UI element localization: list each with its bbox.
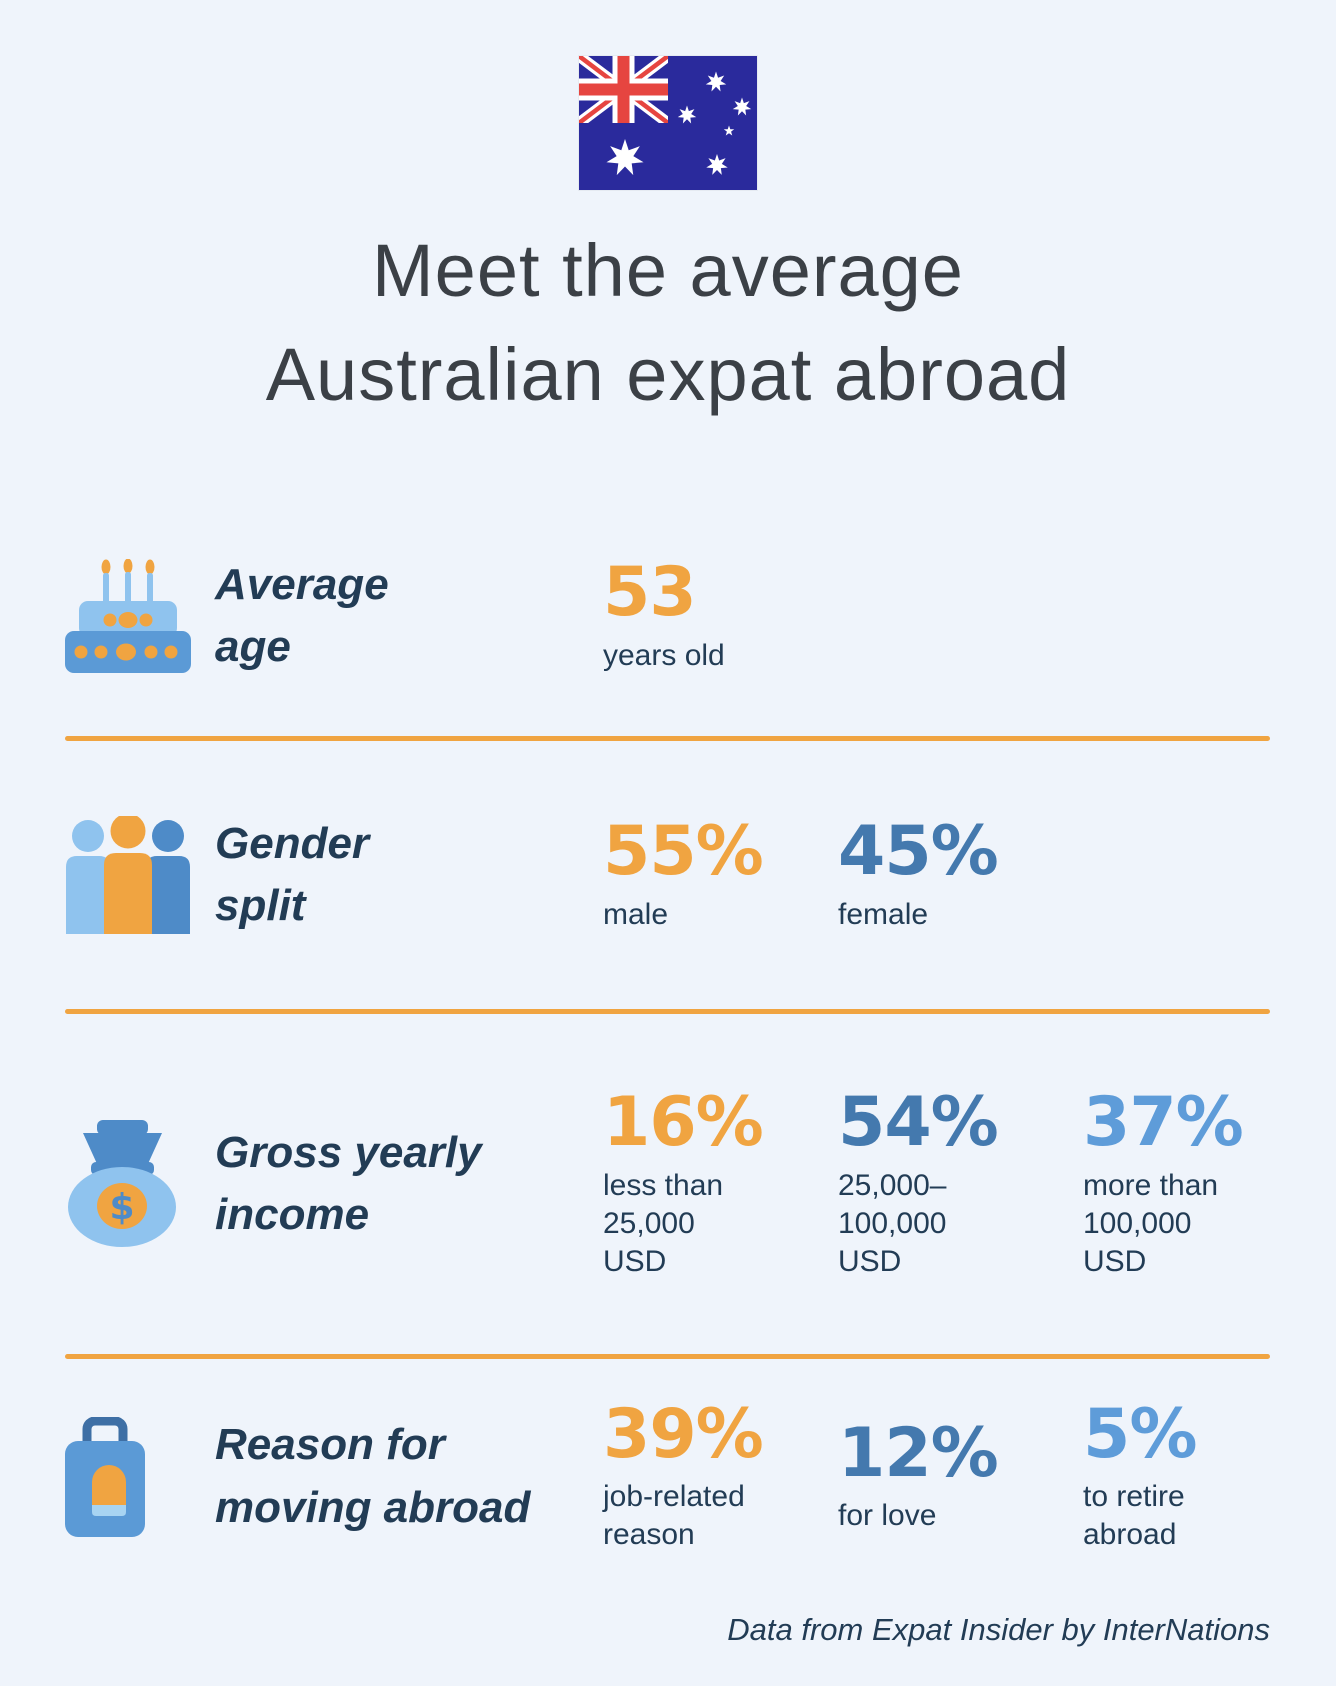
row-label-average-age: Average age bbox=[215, 559, 389, 672]
stat-caption: male bbox=[603, 897, 669, 931]
data-source-credit: Data from Expat Insider by InterNations bbox=[727, 1612, 1270, 1648]
stat-income-high: 37% more than 100,000 USD bbox=[1083, 1087, 1270, 1281]
stat-caption: years old bbox=[603, 638, 725, 672]
section-divider bbox=[65, 1354, 1270, 1360]
stat-value: 45% bbox=[838, 812, 999, 892]
stat-caption: more than 100,000 USD bbox=[1083, 1168, 1219, 1278]
stat-value: 5% bbox=[1083, 1394, 1197, 1474]
svg-text:$: $ bbox=[109, 1187, 134, 1228]
stat-retire: 5% to retire abroad bbox=[1083, 1394, 1270, 1555]
row-gender-split: Gender split 55% male 45% female bbox=[0, 741, 1336, 1009]
stat-value: 54% bbox=[838, 1083, 999, 1163]
stat-average-age: 53 years old bbox=[603, 557, 838, 674]
stat-value: 39% bbox=[603, 1394, 764, 1474]
stat-for-love: 12% for love bbox=[838, 1418, 1083, 1535]
birthday-cake-icon bbox=[65, 558, 215, 674]
australia-flag-icon bbox=[579, 56, 757, 190]
stat-caption: job-related reason bbox=[603, 1480, 745, 1552]
gender-people-icon bbox=[65, 813, 215, 935]
stat-value: 55% bbox=[603, 812, 764, 892]
stat-value: 16% bbox=[603, 1083, 764, 1163]
row-label-gross-yearly-income: Gross yearly income bbox=[215, 1127, 482, 1240]
stat-job-related: 39% job-related reason bbox=[603, 1394, 838, 1555]
stat-caption: for love bbox=[838, 1499, 937, 1533]
stat-income-mid: 54% 25,000– 100,000 USD bbox=[838, 1087, 1083, 1281]
row-label-reason-for-moving: Reason for moving abroad bbox=[215, 1420, 531, 1532]
stat-female: 45% female bbox=[838, 816, 1083, 933]
section-divider bbox=[65, 736, 1270, 742]
flag-container bbox=[0, 56, 1336, 195]
row-label-gender-split: Gender split bbox=[215, 818, 370, 931]
stat-caption: female bbox=[838, 897, 929, 931]
stats-content: Average age 53 years old Gender split bbox=[0, 496, 1336, 1594]
money-bag-icon: $ bbox=[65, 1120, 215, 1248]
stat-caption: 25,000– 100,000 USD bbox=[838, 1168, 947, 1278]
suitcase-icon bbox=[65, 1416, 215, 1537]
row-gross-yearly-income: $ Gross yearly income 16% less than 25,0… bbox=[0, 1014, 1336, 1354]
stat-caption: to retire abroad bbox=[1083, 1480, 1185, 1552]
page-title: Meet the average Australian expat abroad bbox=[265, 229, 1071, 416]
row-reason-for-moving: Reason for moving abroad 39% job-related… bbox=[0, 1359, 1336, 1594]
stat-value: 53 bbox=[603, 553, 697, 633]
section-divider bbox=[65, 1009, 1270, 1015]
stat-caption: less than 25,000 USD bbox=[603, 1168, 724, 1278]
row-average-age: Average age 53 years old bbox=[0, 496, 1336, 736]
stat-value: 12% bbox=[838, 1413, 999, 1493]
stat-income-low: 16% less than 25,000 USD bbox=[603, 1087, 838, 1281]
stat-value: 37% bbox=[1083, 1083, 1244, 1163]
stat-male: 55% male bbox=[603, 816, 838, 933]
